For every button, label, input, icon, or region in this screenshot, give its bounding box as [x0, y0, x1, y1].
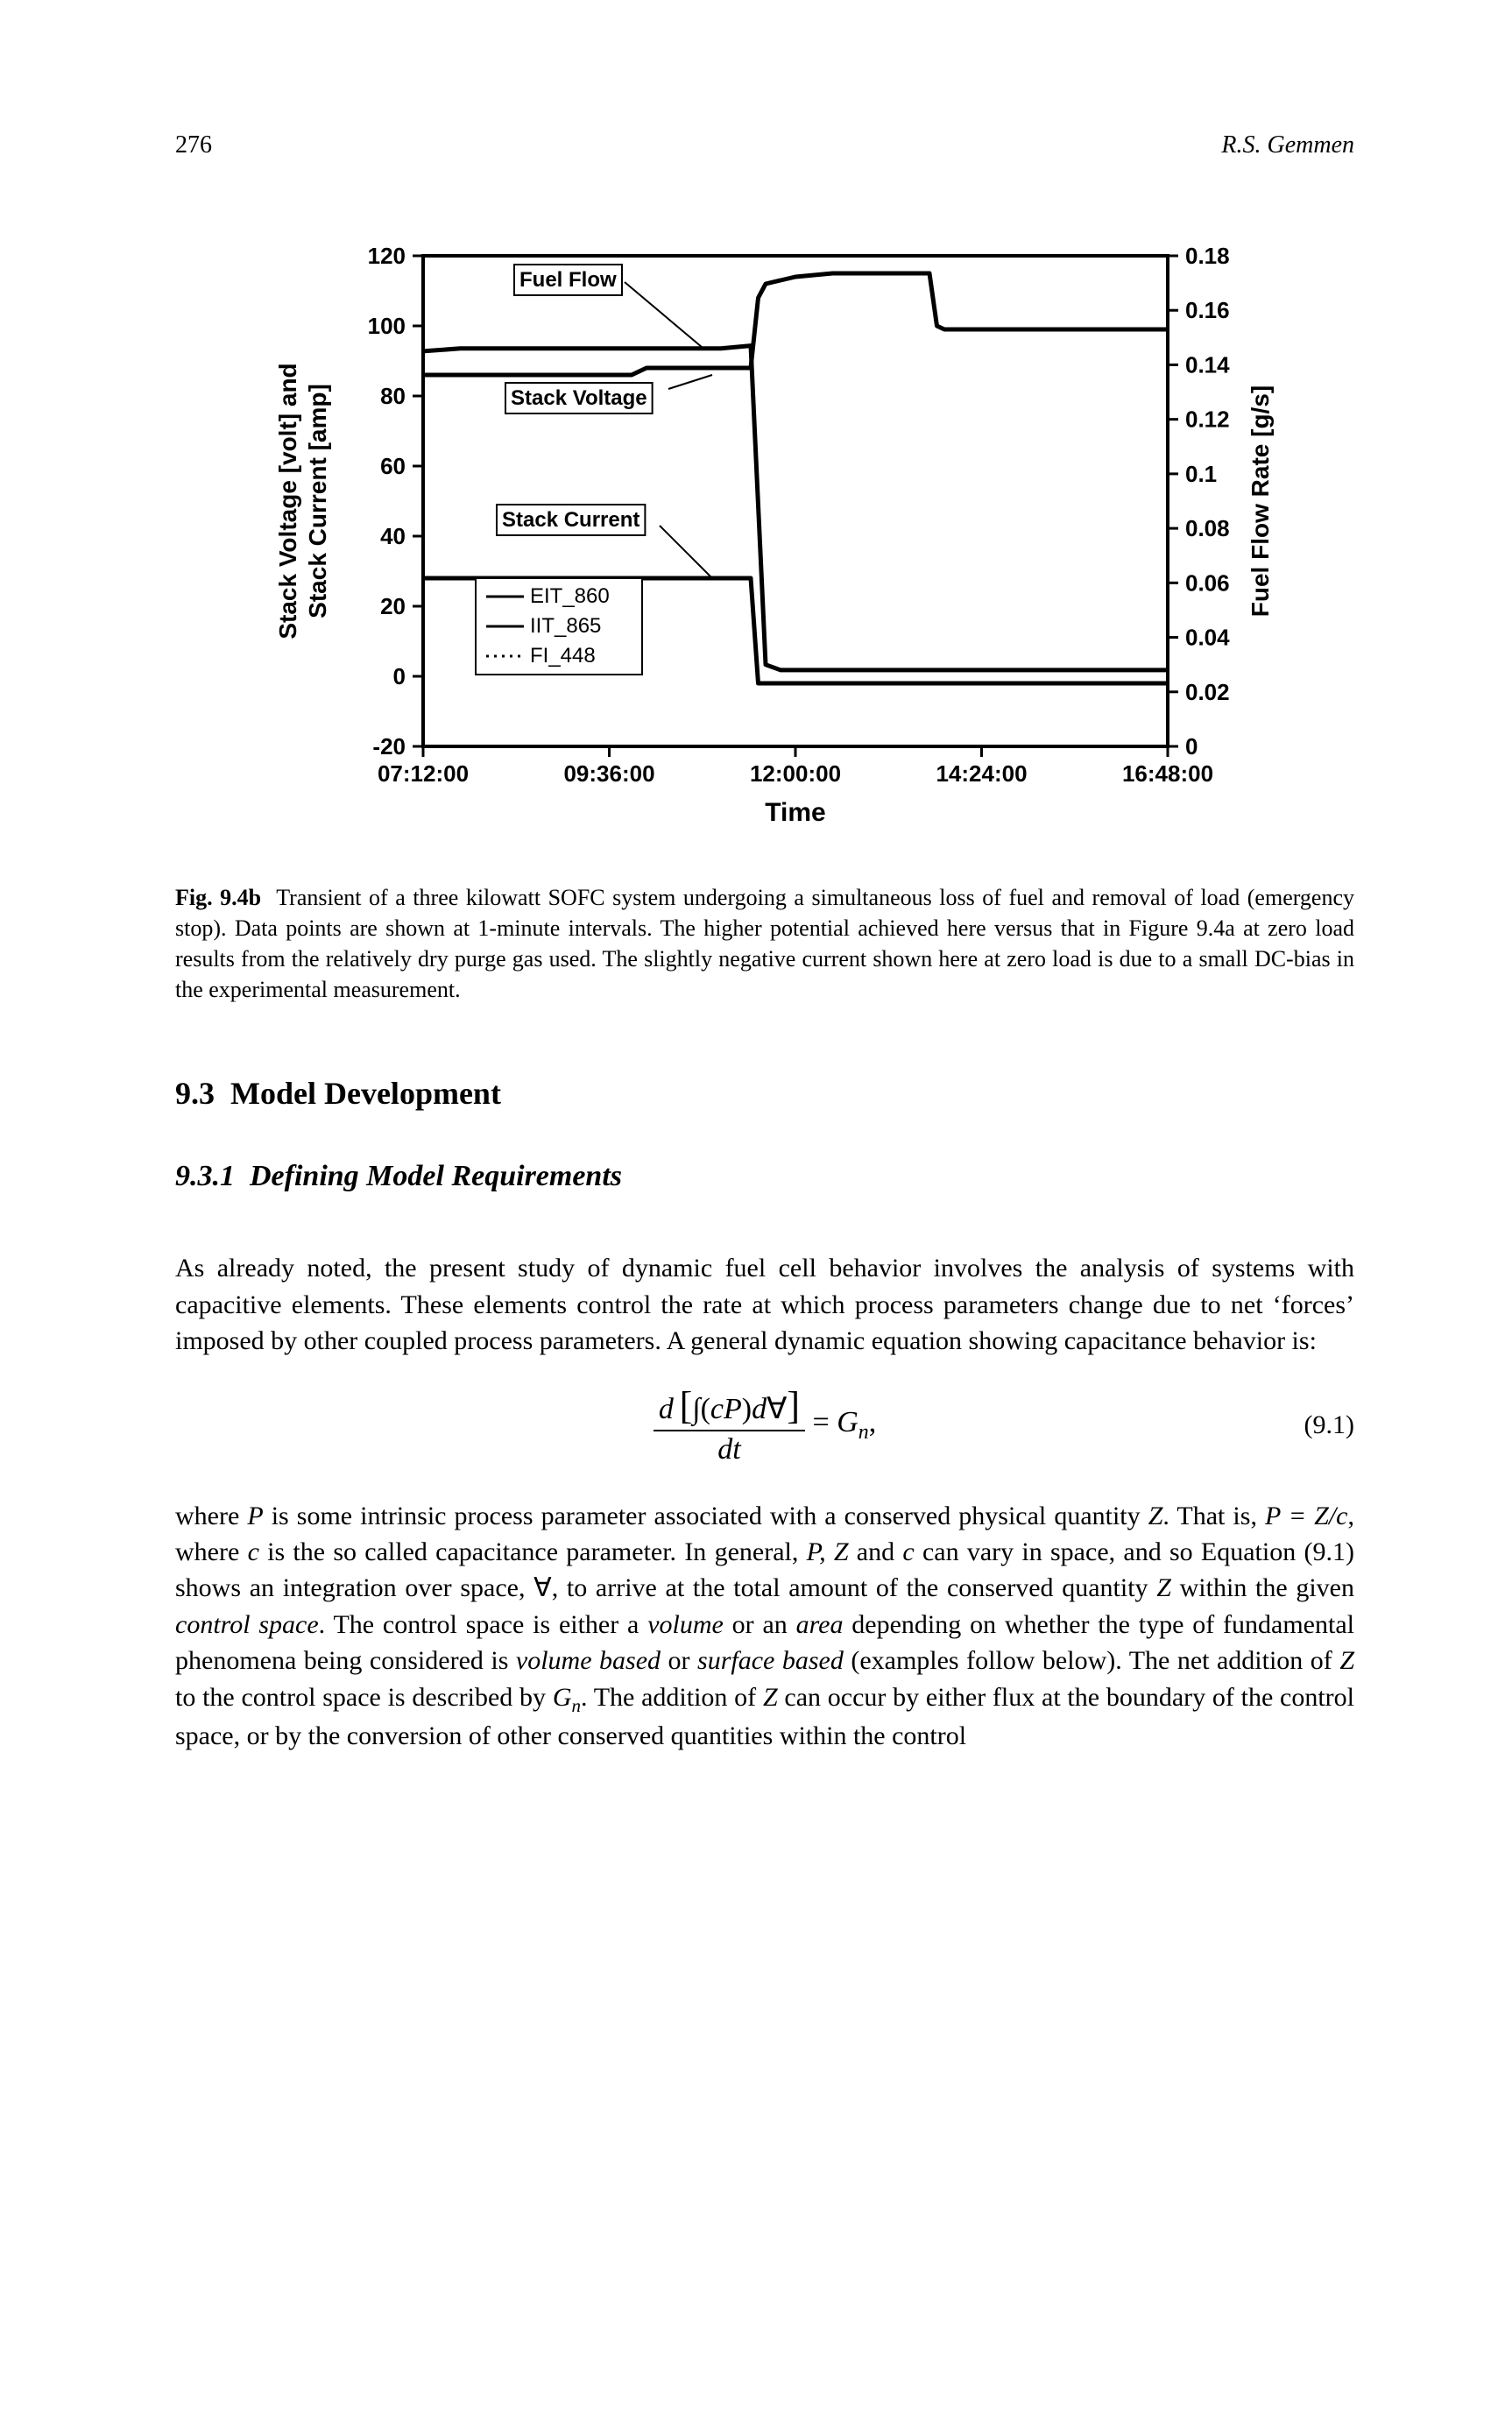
svg-text:Time: Time [765, 798, 825, 827]
svg-text:14:24:00: 14:24:00 [936, 760, 1027, 787]
page-number: 276 [175, 131, 212, 159]
svg-text:0: 0 [1185, 733, 1198, 760]
svg-text:09:36:00: 09:36:00 [563, 760, 654, 787]
svg-text:40: 40 [380, 523, 406, 549]
svg-text:100: 100 [368, 313, 406, 339]
svg-text:80: 80 [380, 383, 406, 409]
section-number: 9.3 [175, 1076, 215, 1111]
svg-text:FI_448: FI_448 [530, 644, 596, 668]
svg-text:120: 120 [368, 243, 406, 269]
svg-text:07:12:00: 07:12:00 [378, 760, 469, 787]
caption-text: Transient of a three kilowatt SOFC syste… [175, 885, 1354, 1002]
figure-caption: Fig. 9.4b Transient of a three kilowatt … [175, 882, 1354, 1005]
svg-text:20: 20 [380, 593, 406, 619]
figure-9-4b: -20 0 20 40 60 80 100 120 0 0.02 0.04 0.06 0.08 0.1 0.… [175, 221, 1354, 852]
svg-text:0.1: 0.1 [1185, 461, 1217, 487]
svg-text:Fuel Flow: Fuel Flow [519, 268, 617, 292]
equation-9-1: d [∫(cP)d∀] dt = Gn, (9.1) [175, 1377, 1354, 1473]
svg-text:0: 0 [393, 663, 406, 689]
svg-text:12:00:00: 12:00:00 [750, 760, 841, 787]
svg-text:Stack Voltage [volt] and: Stack Voltage [volt] and [274, 363, 301, 639]
svg-text:EIT_860: EIT_860 [530, 584, 610, 608]
svg-text:0.04: 0.04 [1185, 625, 1230, 651]
svg-text:IIT_865: IIT_865 [530, 614, 601, 638]
svg-text:60: 60 [380, 453, 406, 479]
svg-text:Stack Voltage: Stack Voltage [511, 386, 647, 410]
subsection-heading: 9.3.1 Defining Model Requirements [175, 1160, 1354, 1193]
svg-text:0.14: 0.14 [1185, 351, 1230, 378]
figure-label: Fig. 9.4b [175, 885, 261, 910]
svg-text:Stack Current [amp]: Stack Current [amp] [304, 384, 331, 618]
svg-text:0.18: 0.18 [1185, 243, 1230, 269]
svg-text:16:48:00: 16:48:00 [1122, 760, 1213, 787]
svg-text:0.02: 0.02 [1185, 679, 1230, 705]
author-name: R.S. Gemmen [1221, 131, 1354, 159]
equation-number: (9.1) [1304, 1410, 1354, 1440]
svg-text:Stack Current: Stack Current [502, 508, 639, 532]
paragraph-2: where P is some intrinsic process parame… [175, 1498, 1354, 1755]
svg-text:0.06: 0.06 [1185, 569, 1230, 596]
svg-text:0.16: 0.16 [1185, 297, 1230, 323]
subsection-number: 9.3.1 [175, 1160, 235, 1192]
paragraph-1: As already noted, the present study of d… [175, 1250, 1354, 1359]
section-heading: 9.3 Model Development [175, 1075, 1354, 1112]
section-title: Model Development [230, 1076, 501, 1111]
svg-text:0.12: 0.12 [1185, 406, 1230, 433]
svg-text:0.08: 0.08 [1185, 515, 1230, 541]
svg-text:-20: -20 [372, 733, 406, 760]
page-header: 276 R.S. Gemmen [175, 131, 1354, 159]
svg-text:Fuel Flow Rate [g/s]: Fuel Flow Rate [g/s] [1247, 385, 1274, 617]
chart-svg: -20 0 20 40 60 80 100 120 0 0.02 0.04 0.06 0.08 0.1 0.… [248, 221, 1282, 852]
subsection-title: Defining Model Requirements [250, 1160, 622, 1192]
